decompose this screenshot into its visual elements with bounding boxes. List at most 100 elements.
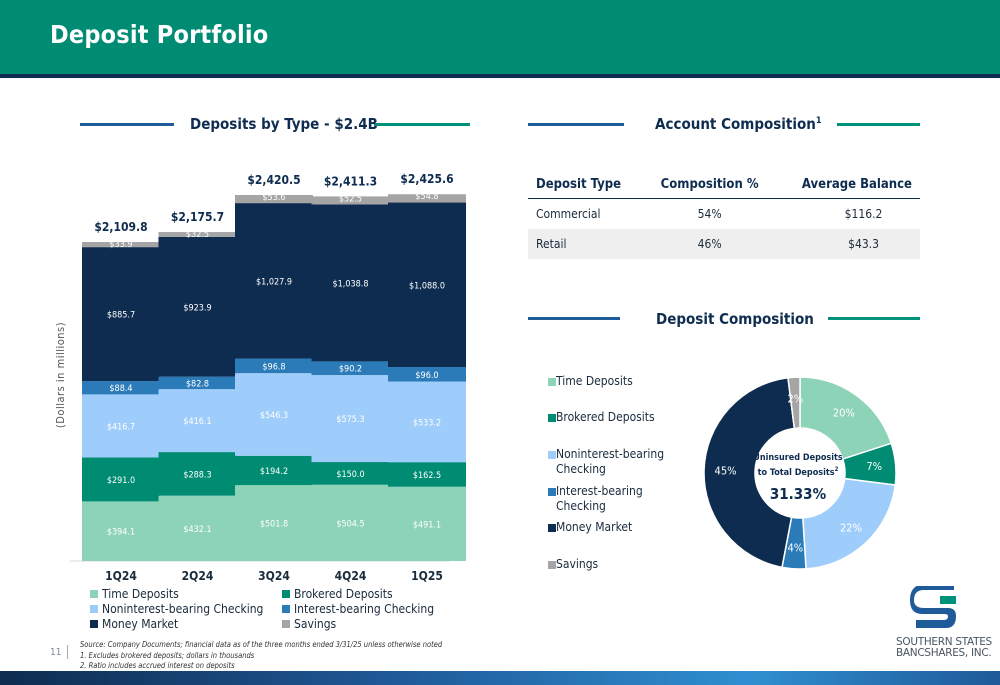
cell-type: Commercial	[536, 207, 601, 221]
bar-segment	[235, 485, 313, 561]
x-tick-label: 1Q24	[105, 569, 137, 583]
bar-data-label: $194.2	[260, 467, 288, 477]
bar-data-label: $52.5	[339, 194, 362, 204]
cell-composition: 54%	[697, 207, 722, 221]
legend-swatch	[90, 605, 98, 613]
x-tick-label: 4Q24	[335, 569, 367, 583]
bar-data-label: $288.3	[183, 470, 211, 480]
legend-swatch	[282, 620, 290, 628]
bar-legend-interest: Interest-bearing Checking	[282, 602, 434, 616]
legend-swatch	[90, 620, 98, 628]
left-title-rule-right	[375, 123, 470, 126]
bar-total-label: $2,425.6	[400, 172, 453, 186]
page-title: Deposit Portfolio	[50, 20, 269, 49]
bar-segment	[388, 462, 466, 487]
bar-segment	[158, 389, 237, 453]
bar-data-label: $150.0	[336, 470, 364, 480]
bar-data-label: $416.7	[107, 422, 135, 432]
donut-slice-label: 20%	[833, 407, 855, 420]
bar-segment	[388, 202, 466, 368]
col-deposit-type: Deposit Type	[528, 170, 645, 199]
pie-title-rule-right	[828, 317, 920, 320]
donut-center-value: 31.33%	[769, 485, 827, 503]
pie-legend-money-market: Money Market	[548, 520, 678, 535]
footnote-1: 1. Excludes brokered deposits; dollars i…	[80, 651, 255, 660]
header-divider	[0, 74, 1000, 78]
legend-swatch	[282, 590, 290, 598]
bar-segment	[311, 204, 390, 362]
account-title-rule-left	[528, 123, 624, 126]
bar-data-label: $533.2	[413, 418, 441, 428]
bar-segment	[235, 203, 313, 359]
bar-segment	[158, 236, 237, 377]
pie-legend-noninterest: Noninterest-bearing Checking	[548, 447, 678, 477]
bar-data-label: $1,088.0	[409, 281, 445, 291]
bar-legend-brokered: Brokered Deposits	[282, 587, 393, 601]
pie-legend-brokered: Brokered Deposits	[548, 410, 678, 425]
account-composition-table: Deposit Type Composition % Average Balan…	[528, 170, 920, 259]
table-row: Commercial 54% $116.2	[528, 199, 920, 230]
bar-total-label: $2,109.8	[94, 220, 147, 234]
bar-total-label: $2,411.3	[324, 174, 377, 188]
legend-swatch	[548, 378, 556, 386]
bar-segment	[158, 232, 237, 237]
donut-slice-label: 2%	[787, 393, 803, 406]
bar-legend-savings: Savings	[282, 617, 336, 631]
bar-segment	[158, 376, 237, 390]
x-tick-label: 2Q24	[182, 569, 214, 583]
bar-chart-y-axis-label: (Dollars in millions)	[54, 322, 67, 428]
donut-slice-label: 22%	[840, 521, 862, 534]
x-tick-label: 3Q24	[258, 569, 290, 583]
donut-slice-label: 4%	[787, 541, 803, 554]
bar-segment	[388, 194, 466, 203]
bar-segment	[311, 484, 390, 561]
bar-data-label: $88.4	[109, 384, 132, 394]
bar-segment	[388, 486, 466, 561]
cell-composition: 46%	[644, 229, 776, 259]
bar-data-label: $96.0	[415, 371, 438, 381]
left-title-rule-left	[80, 123, 174, 126]
bar-data-label: $501.8	[260, 520, 288, 530]
bar-segment	[388, 381, 466, 463]
bar-segment	[158, 495, 237, 561]
col-average-balance: Average Balance	[775, 170, 920, 199]
bar-segment	[82, 241, 160, 248]
col-composition: Composition %	[644, 170, 776, 199]
donut-slice	[787, 376, 801, 430]
bar-data-label: $96.8	[262, 362, 285, 372]
bar-segment	[311, 462, 390, 485]
bar-segment	[235, 373, 313, 456]
donut-slice	[703, 376, 796, 569]
bar-segment	[235, 358, 313, 374]
legend-swatch	[548, 451, 556, 459]
company-logo-icon	[910, 586, 956, 628]
bar-segment	[82, 381, 160, 395]
bar-data-label: $291.0	[107, 476, 135, 486]
page-number: 11	[50, 647, 62, 658]
cell-type: Retail	[528, 229, 645, 259]
deposit-composition-title: Deposit Composition	[656, 310, 814, 328]
bar-segment	[82, 394, 160, 458]
bar-segment	[82, 501, 160, 561]
cell-balance: $116.2	[844, 207, 883, 221]
legend-swatch	[282, 605, 290, 613]
bar-data-label: $491.1	[413, 520, 441, 530]
legend-swatch	[548, 524, 556, 532]
footer-bar	[0, 671, 1000, 685]
donut-slice-label: 7%	[866, 460, 882, 473]
account-composition-title: Account Composition1	[655, 115, 822, 133]
legend-swatch	[90, 590, 98, 598]
bar-data-label: $54.8	[415, 192, 438, 202]
bar-segment	[311, 196, 390, 205]
bar-data-label: $82.8	[186, 379, 209, 389]
footnote-source: Source: Company Documents; financial dat…	[80, 640, 443, 649]
bar-data-label: $162.5	[413, 471, 441, 481]
bar-segment	[311, 375, 390, 463]
bar-total-label: $2,420.5	[247, 173, 300, 187]
bar-segment	[82, 247, 160, 382]
pie-legend-time-deposits: Time Deposits	[548, 374, 678, 389]
pie-legend-interest: Interest-bearing Checking	[548, 484, 678, 514]
bar-segment	[235, 195, 313, 204]
bar-segment	[158, 452, 237, 496]
